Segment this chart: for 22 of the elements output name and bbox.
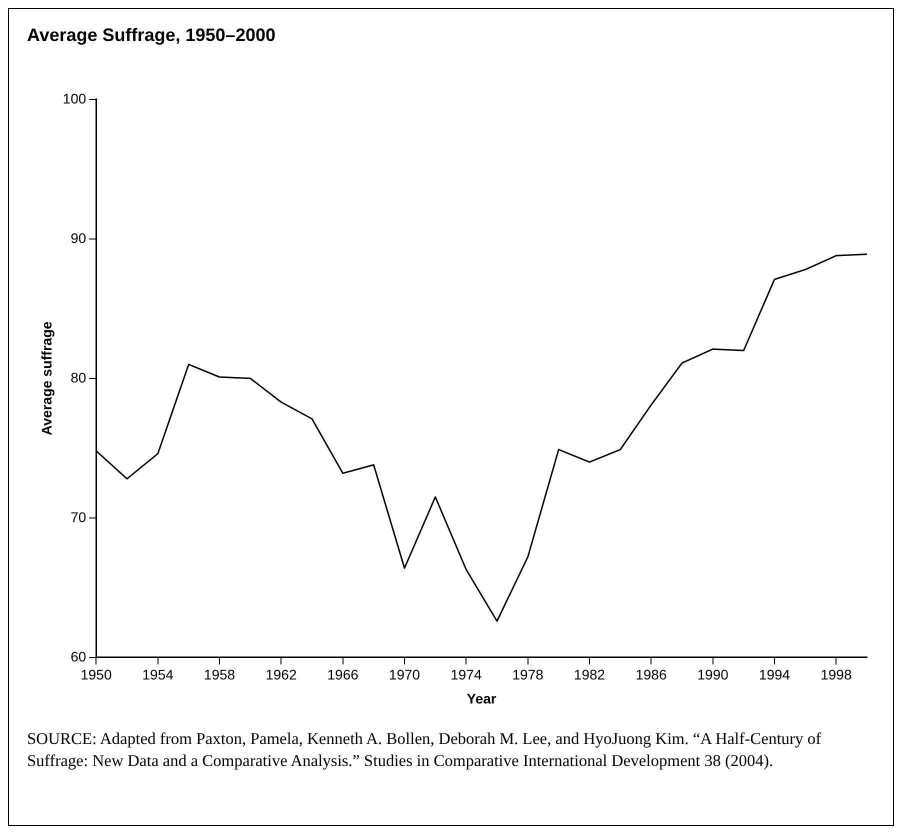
y-tick-label: 100	[62, 90, 86, 106]
x-tick-label: 1950	[80, 666, 112, 683]
x-tick-label: 1986	[636, 666, 667, 683]
y-tick-label: 90	[70, 230, 86, 246]
x-tick-label: 1974	[450, 666, 482, 683]
y-axis-title: Average suffrage	[38, 321, 54, 436]
y-tick-label: 60	[70, 648, 86, 664]
y-tick-label: 70	[70, 508, 86, 525]
y-tick-label: 80	[70, 369, 86, 386]
x-tick-label: 1958	[204, 666, 236, 683]
x-tick-label: 1994	[758, 666, 790, 683]
x-tick-label: 1962	[266, 666, 297, 683]
x-tick-label: 1998	[820, 666, 852, 683]
chart-title: Average Suffrage, 1950–2000	[26, 24, 276, 46]
x-axis-title: Year	[466, 690, 497, 706]
x-tick-label: 1966	[327, 666, 359, 683]
x-tick-label: 1990	[697, 666, 729, 683]
x-tick-label: 1954	[142, 666, 174, 683]
source-note: SOURCE: Adapted from Paxton, Pamela, Kenneth A. Bollen, Deborah M. Lee, and HyoJuong Kim. “A Half-Century of Suffrage: New Data and a Comparative Analysis.” Studies in Comparative International Development 38 (2004).	[26, 728, 822, 772]
x-tick-label: 1978	[512, 666, 544, 683]
x-tick-label: 1970	[388, 666, 420, 683]
x-tick-label: 1982	[574, 666, 606, 683]
